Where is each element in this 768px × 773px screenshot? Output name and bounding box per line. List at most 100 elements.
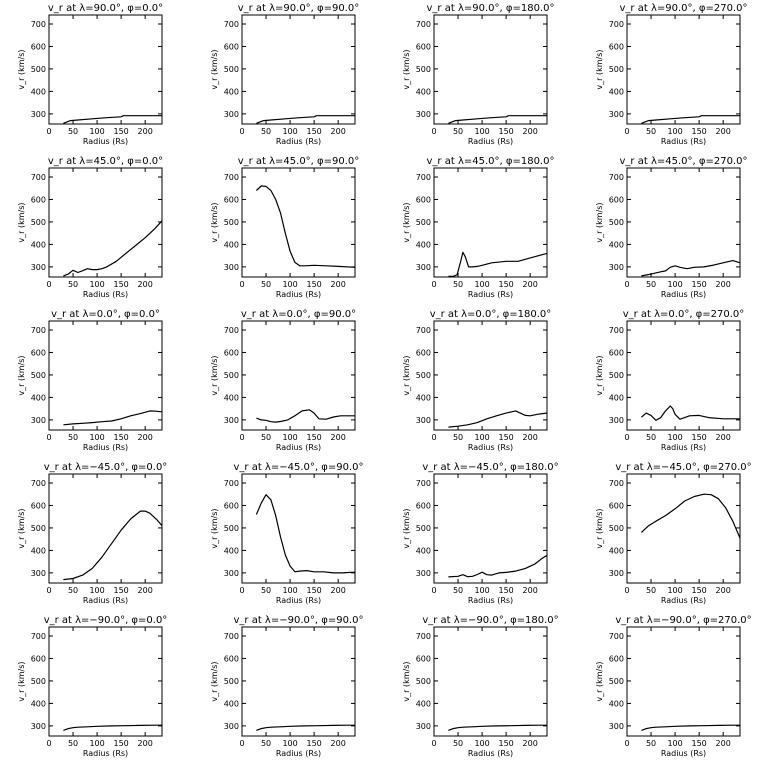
x-tick-label: 0 bbox=[239, 586, 244, 595]
data-line bbox=[63, 510, 163, 581]
x-tick-label: 100 bbox=[282, 280, 297, 289]
data-line bbox=[256, 115, 355, 124]
x-tick-label: 0 bbox=[431, 127, 436, 136]
plot-frame bbox=[433, 473, 548, 584]
x-tick-label: 100 bbox=[667, 433, 682, 442]
data-line bbox=[641, 260, 741, 277]
y-tick-label: 600 bbox=[609, 654, 624, 663]
plot-frame bbox=[48, 167, 163, 278]
y-axis-label: v_r (km/s) bbox=[17, 508, 26, 548]
x-tick-label: 100 bbox=[667, 280, 682, 289]
y-axis-label: v_r (km/s) bbox=[595, 355, 604, 395]
y-axis-label: v_r (km/s) bbox=[17, 202, 26, 242]
y-axis-label: v_r (km/s) bbox=[17, 661, 26, 701]
plot-frame bbox=[241, 167, 356, 278]
x-tick-label: 50 bbox=[646, 433, 656, 442]
x-tick-label: 0 bbox=[239, 433, 244, 442]
y-tick-label: 500 bbox=[31, 218, 46, 227]
x-axis-label: Radius (Rs) bbox=[468, 443, 513, 452]
x-tick-label: 100 bbox=[282, 433, 297, 442]
x-tick-label: 150 bbox=[113, 280, 128, 289]
x-tick-label: 100 bbox=[474, 280, 489, 289]
y-tick-label: 600 bbox=[224, 195, 239, 204]
data-line bbox=[63, 115, 162, 124]
y-tick-label: 600 bbox=[31, 195, 46, 204]
panel-title: v_r at λ=−45.0°, φ=0.0° bbox=[44, 462, 168, 473]
x-tick-label: 150 bbox=[691, 127, 706, 136]
x-tick-label: 200 bbox=[138, 280, 153, 289]
y-tick-label: 700 bbox=[224, 479, 239, 488]
data-line bbox=[448, 251, 548, 277]
x-tick-label: 0 bbox=[624, 280, 629, 289]
x-tick-label: 150 bbox=[498, 127, 513, 136]
data-line bbox=[641, 405, 740, 421]
y-tick-label: 500 bbox=[609, 218, 624, 227]
x-tick-label: 100 bbox=[667, 127, 682, 136]
y-axis-label: v_r (km/s) bbox=[402, 202, 411, 242]
panel-title: v_r at λ=45.0°, φ=270.0° bbox=[620, 156, 748, 167]
y-tick-label: 700 bbox=[416, 326, 431, 335]
y-tick-label: 700 bbox=[31, 632, 46, 641]
y-tick-label: 500 bbox=[224, 371, 239, 380]
y-axis-label: v_r (km/s) bbox=[402, 661, 411, 701]
panel-title: v_r at λ=−90.0°, φ=90.0° bbox=[234, 615, 364, 626]
x-axis-label: Radius (Rs) bbox=[468, 596, 513, 605]
x-tick-label: 50 bbox=[646, 739, 656, 748]
y-tick-label: 400 bbox=[416, 393, 431, 402]
data-line bbox=[256, 724, 355, 731]
y-tick-label: 300 bbox=[609, 722, 624, 731]
x-tick-label: 0 bbox=[431, 586, 436, 595]
x-tick-label: 200 bbox=[523, 433, 538, 442]
x-tick-label: 50 bbox=[68, 586, 78, 595]
x-tick-label: 200 bbox=[331, 127, 346, 136]
y-tick-label: 400 bbox=[609, 546, 624, 555]
x-tick-label: 50 bbox=[453, 433, 463, 442]
x-axis-label: Radius (Rs) bbox=[276, 596, 321, 605]
x-tick-label: 150 bbox=[691, 280, 706, 289]
y-tick-label: 600 bbox=[31, 42, 46, 51]
plot-frame bbox=[48, 14, 163, 125]
y-tick-label: 500 bbox=[224, 677, 239, 686]
y-tick-label: 500 bbox=[31, 371, 46, 380]
x-tick-label: 50 bbox=[261, 433, 271, 442]
y-tick-label: 700 bbox=[609, 326, 624, 335]
data-line bbox=[448, 554, 548, 578]
x-tick-label: 100 bbox=[667, 739, 682, 748]
y-tick-label: 700 bbox=[609, 632, 624, 641]
x-tick-label: 150 bbox=[691, 739, 706, 748]
y-tick-label: 500 bbox=[31, 677, 46, 686]
panel-title: v_r at λ=0.0°, φ=0.0° bbox=[51, 309, 160, 320]
data-line bbox=[448, 115, 547, 124]
y-tick-label: 600 bbox=[31, 501, 46, 510]
y-tick-label: 300 bbox=[416, 110, 431, 119]
x-axis-label: Radius (Rs) bbox=[83, 749, 128, 758]
y-tick-label: 300 bbox=[224, 416, 239, 425]
x-axis-label: Radius (Rs) bbox=[661, 137, 706, 146]
x-tick-label: 50 bbox=[68, 280, 78, 289]
y-tick-label: 600 bbox=[609, 501, 624, 510]
panel-title: v_r at λ=45.0°, φ=90.0° bbox=[238, 156, 360, 167]
y-tick-label: 400 bbox=[609, 87, 624, 96]
y-tick-label: 700 bbox=[224, 326, 239, 335]
x-tick-label: 50 bbox=[68, 433, 78, 442]
x-tick-label: 0 bbox=[431, 433, 436, 442]
x-tick-label: 200 bbox=[523, 739, 538, 748]
plot-frame bbox=[433, 320, 548, 431]
x-tick-label: 0 bbox=[46, 280, 51, 289]
y-tick-label: 300 bbox=[31, 416, 46, 425]
x-tick-label: 100 bbox=[282, 739, 297, 748]
y-tick-label: 600 bbox=[609, 42, 624, 51]
y-tick-label: 400 bbox=[224, 240, 239, 249]
panel-title: v_r at λ=45.0°, φ=0.0° bbox=[48, 156, 163, 167]
x-tick-label: 50 bbox=[261, 739, 271, 748]
x-axis-label: Radius (Rs) bbox=[83, 137, 128, 146]
x-tick-label: 0 bbox=[239, 280, 244, 289]
x-tick-label: 150 bbox=[498, 739, 513, 748]
x-tick-label: 200 bbox=[138, 127, 153, 136]
x-tick-label: 200 bbox=[716, 127, 731, 136]
x-tick-label: 150 bbox=[306, 586, 321, 595]
y-tick-label: 500 bbox=[416, 371, 431, 380]
y-tick-label: 700 bbox=[416, 173, 431, 182]
x-tick-label: 50 bbox=[453, 739, 463, 748]
